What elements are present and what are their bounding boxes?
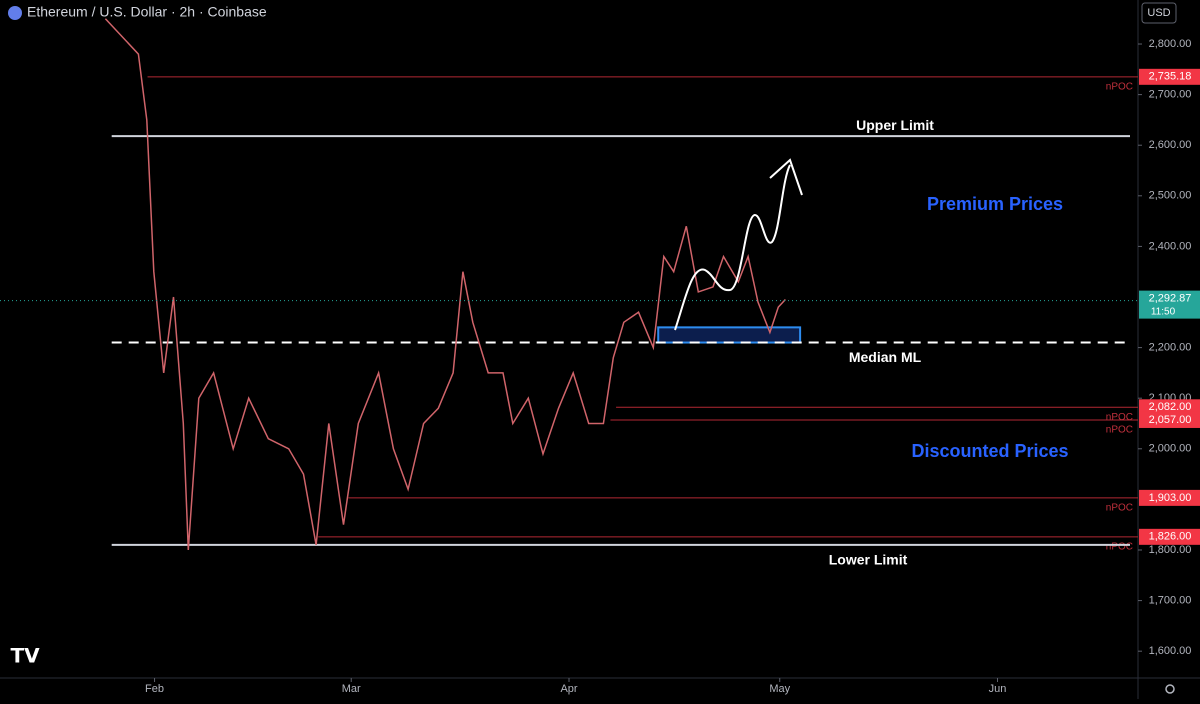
current-price-tag <box>1139 290 1200 319</box>
current-price-label: 2,292.87 <box>1149 293 1192 305</box>
arrow-head <box>769 158 803 196</box>
x-tick-label: Jun <box>989 683 1007 695</box>
chart-title: Ethereum / U.S. Dollar · 2h · Coinbase <box>27 4 267 20</box>
limit-label: Upper Limit <box>856 117 934 133</box>
price-line <box>104 18 786 551</box>
npoc-note: nPOC <box>1106 81 1133 92</box>
y-tick-label: 2,700.00 <box>1149 89 1192 101</box>
y-tick-label: 1,800.00 <box>1149 544 1192 556</box>
currency: USD <box>1147 7 1170 19</box>
eth-icon <box>8 6 22 20</box>
price-tag <box>1139 68 1200 85</box>
zone-box <box>657 326 802 344</box>
limit-label: Lower Limit <box>829 552 908 568</box>
npoc-note: nPOC <box>1106 503 1133 514</box>
price-tag-label: 1,826.00 <box>1149 531 1192 543</box>
x-tick-label: Apr <box>560 683 577 695</box>
annotation: Premium Prices <box>927 194 1063 214</box>
y-tick-label: 2,000.00 <box>1149 443 1192 455</box>
y-tick-label: 2,400.00 <box>1149 240 1192 252</box>
y-tick-label: 1,700.00 <box>1149 594 1192 606</box>
npoc-note: nPOC <box>1106 425 1133 436</box>
countdown: 11:50 <box>1151 306 1176 317</box>
y-tick-label: 2,500.00 <box>1149 190 1192 202</box>
y-tick-label: 2,600.00 <box>1149 139 1192 151</box>
price-tag-label: 2,057.00 <box>1149 414 1192 426</box>
price-tag <box>1139 399 1200 416</box>
tv-logo: 𝗧𝗩 <box>10 645 40 667</box>
npoc-note: nPOC <box>1106 541 1133 552</box>
limit-label: Median ML <box>849 349 922 365</box>
price-tag-label: 1,903.00 <box>1149 492 1192 504</box>
npoc-note: nPOC <box>1106 412 1133 423</box>
price-tag <box>1139 411 1200 428</box>
y-tick-label: 2,200.00 <box>1149 342 1192 354</box>
price-tag-label: 2,735.18 <box>1149 71 1192 83</box>
annotation: Discounted Prices <box>911 441 1068 461</box>
price-tag <box>1139 528 1200 545</box>
x-tick-label: Feb <box>145 683 164 695</box>
x-tick-label: May <box>769 683 790 695</box>
projection-arrow <box>674 158 803 331</box>
currency-box[interactable] <box>1141 2 1177 24</box>
y-tick-label: 2,800.00 <box>1149 38 1192 50</box>
y-tick-label: 1,600.00 <box>1149 645 1192 657</box>
x-tick-label: Mar <box>342 683 361 695</box>
price-tag <box>1139 489 1200 506</box>
price-tag-label: 2,082.00 <box>1149 401 1192 413</box>
settings-icon[interactable] <box>1165 684 1175 694</box>
arrow-path <box>674 164 791 331</box>
